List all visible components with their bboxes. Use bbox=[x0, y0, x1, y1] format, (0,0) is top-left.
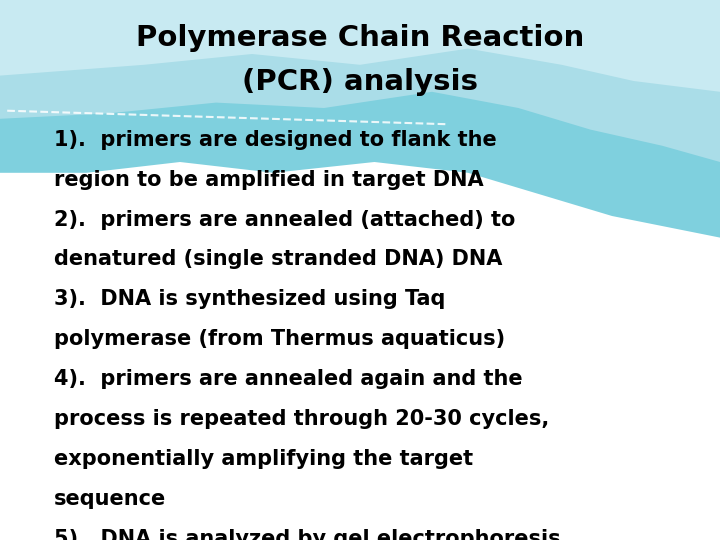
Polygon shape bbox=[0, 0, 720, 92]
Text: 5).  DNA is analyzed by gel electrophoresis: 5). DNA is analyzed by gel electrophores… bbox=[54, 529, 561, 540]
Polygon shape bbox=[0, 0, 720, 162]
Text: polymerase (from Thermus aquaticus): polymerase (from Thermus aquaticus) bbox=[54, 329, 505, 349]
Text: 2).  primers are annealed (attached) to: 2). primers are annealed (attached) to bbox=[54, 210, 516, 230]
Text: 3).  DNA is synthesized using Taq: 3). DNA is synthesized using Taq bbox=[54, 289, 446, 309]
Polygon shape bbox=[0, 0, 720, 238]
Text: (PCR) analysis: (PCR) analysis bbox=[242, 68, 478, 96]
Text: sequence: sequence bbox=[54, 489, 166, 509]
Text: Polymerase Chain Reaction: Polymerase Chain Reaction bbox=[136, 24, 584, 52]
Text: process is repeated through 20-30 cycles,: process is repeated through 20-30 cycles… bbox=[54, 409, 549, 429]
Text: denatured (single stranded DNA) DNA: denatured (single stranded DNA) DNA bbox=[54, 249, 503, 269]
Text: region to be amplified in target DNA: region to be amplified in target DNA bbox=[54, 170, 484, 190]
Text: exponentially amplifying the target: exponentially amplifying the target bbox=[54, 449, 473, 469]
Text: 1).  primers are designed to flank the: 1). primers are designed to flank the bbox=[54, 130, 497, 150]
Text: 4).  primers are annealed again and the: 4). primers are annealed again and the bbox=[54, 369, 523, 389]
